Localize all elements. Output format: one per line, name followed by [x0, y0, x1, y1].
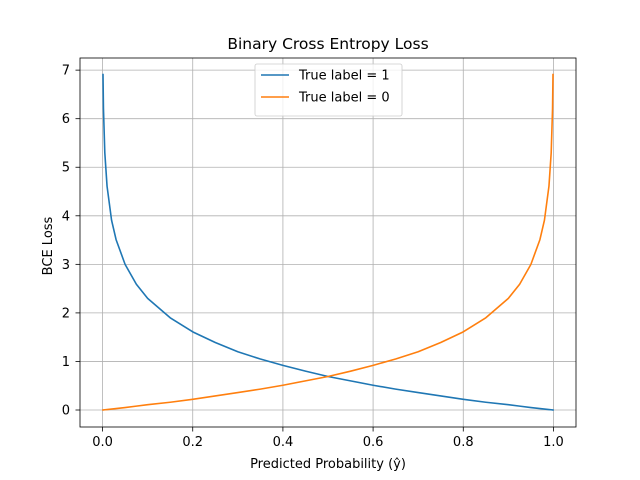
y-tick-label-1: 1	[62, 355, 70, 370]
x-tick-label-4: 0.8	[453, 435, 474, 450]
legend-label-0: True label = 1	[298, 69, 390, 84]
y-tick-label-7: 7	[62, 64, 70, 79]
y-tick-label-5: 5	[62, 161, 70, 176]
x-tick-label-1: 0.2	[182, 435, 203, 450]
x-tick-label-5: 1.0	[543, 435, 564, 450]
series-layer	[102, 73, 554, 411]
series-line-1	[102, 73, 554, 411]
legend-box	[254, 63, 403, 117]
x-tick-label-0: 0.0	[92, 435, 113, 450]
y-axis-label: BCE Loss	[41, 216, 56, 275]
x-axis-ticks: 0.0 0.2 0.4 0.6 0.8 1.0	[92, 427, 564, 450]
y-tick-label-3: 3	[62, 258, 70, 273]
chart-title: Binary Cross Entropy Loss	[227, 35, 428, 53]
y-tick-label-0: 0	[62, 404, 70, 419]
y-axis-ticks: 0 1 2 3 4 5 6 7	[62, 64, 80, 419]
y-tick-label-4: 4	[62, 209, 70, 224]
legend-label-1: True label = 0	[298, 91, 390, 106]
legend: True label = 1 True label = 0	[254, 63, 403, 117]
series-line-0	[102, 73, 554, 411]
x-tick-label-2: 0.4	[273, 435, 294, 450]
plot-frame	[79, 57, 577, 428]
y-tick-label-2: 2	[62, 306, 70, 321]
x-tick-label-3: 0.6	[363, 435, 384, 450]
y-tick-label-6: 6	[62, 112, 70, 127]
x-axis-label: Predicted Probability (ŷ)	[250, 457, 406, 472]
